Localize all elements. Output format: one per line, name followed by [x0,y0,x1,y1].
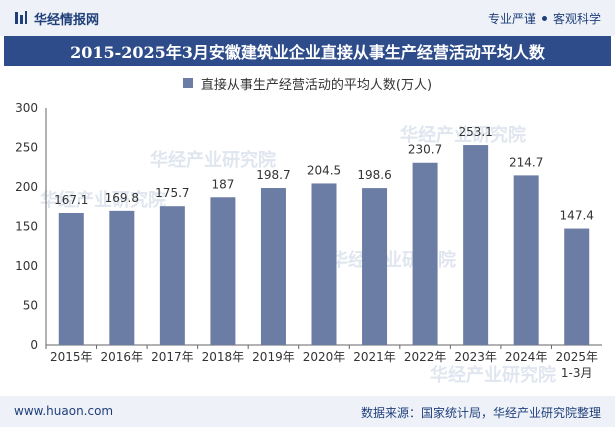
legend: 直接从事生产经营活动的平均人数(万人) [0,72,615,94]
y-tick-label: 0 [30,338,38,352]
data-label: 187 [211,177,234,191]
brand: 华经情报网 [14,8,99,28]
watermark-text: 华经产业研究院 [40,189,166,211]
brand-logo-icon [15,11,27,24]
data-label: 175.7 [155,186,189,200]
watermark-text: 华经产业研究院 [400,124,526,146]
slogan: 专业严谨 客观科学 [488,8,601,28]
x-tick-label: 2015年 [50,350,93,364]
x-tick-label: 2025年 [555,350,598,364]
legend-swatch-icon [182,78,193,88]
data-label: 167.1 [54,193,88,207]
y-tick-label: 50 [23,299,38,313]
x-tick-sublabel: 1-3月 [561,366,593,380]
bar [463,145,489,345]
data-label: 147.4 [560,209,594,223]
footer-url: www.huaon.com [14,404,114,418]
slogan-right: 客观科学 [552,11,601,26]
watermark-text: 华经产业研究院 [430,364,556,386]
x-tick-label: 2023年 [454,350,497,364]
y-tick-label: 300 [15,101,38,115]
x-tick-label: 2017年 [151,350,194,364]
data-label: 214.7 [509,155,543,169]
bar-chart: 华经产业研究院华经产业研究院华经产业研究院华经产业研究院华经产业研究院05010… [15,101,602,386]
data-label: 198.7 [256,168,290,182]
brand-name: 华经情报网 [34,12,100,28]
data-label: 198.6 [357,168,391,182]
bar [109,210,135,345]
x-tick-label: 2018年 [202,350,245,364]
y-tick-label: 200 [15,180,38,194]
data-label: 204.5 [307,163,341,177]
slogan-left: 专业严谨 [487,11,536,26]
data-label: 230.7 [408,143,442,157]
bar [58,212,84,345]
x-tick-label: 2019年 [252,350,295,364]
footer-source: 数据来源：国家统计局，华经产业研究院整理 [360,406,601,420]
separator-dot-icon [541,15,547,21]
bar [513,175,539,345]
bar [564,228,590,345]
x-tick-label: 2024年 [505,350,548,364]
bar [412,162,438,345]
chart-title: 2015-2025年3月安徽建筑业企业直接从事生产经营活动平均人数 [4,36,611,66]
y-tick-label: 150 [15,220,38,234]
legend-label: 直接从事生产经营活动的平均人数(万人) [200,77,433,93]
bar [311,183,337,345]
y-tick-label: 100 [15,259,38,273]
data-label: 253.1 [458,125,492,139]
footer: www.huaon.com 数据来源：国家统计局，华经产业研究院整理 [0,396,615,427]
watermark-text: 华经产业研究院 [150,149,276,171]
bar [210,197,236,345]
x-tick-label: 2016年 [101,350,144,364]
x-tick-label: 2021年 [353,350,396,364]
bar [159,206,185,345]
x-tick-label: 2022年 [404,350,447,364]
bar [362,188,388,345]
x-tick-label: 2020年 [303,350,346,364]
top-bar: 华经情报网 专业严谨 客观科学 [0,0,615,36]
y-tick-label: 250 [15,141,38,155]
bar [260,188,286,345]
data-label: 169.8 [105,191,139,205]
